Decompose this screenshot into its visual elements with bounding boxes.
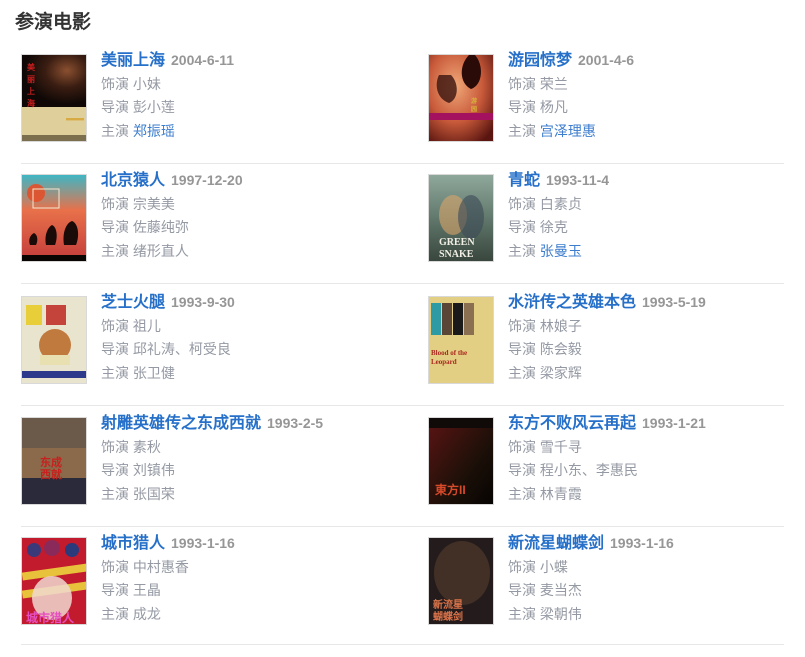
svg-text:美: 美: [27, 62, 36, 72]
svg-text:新流星: 新流星: [433, 598, 463, 611]
svg-text:东成: 东成: [40, 455, 62, 469]
svg-text:GREEN: GREEN: [439, 237, 475, 248]
svg-text:园: 园: [471, 105, 477, 113]
svg-text:東方II: 東方II: [435, 482, 466, 497]
svg-text:海: 海: [27, 98, 35, 108]
svg-text:Leopard: Leopard: [431, 358, 457, 366]
svg-text:Blood of the: Blood of the: [431, 349, 467, 357]
svg-text:丽: 丽: [27, 75, 35, 84]
svg-text:蝴蝶剑: 蝴蝶剑: [433, 610, 463, 623]
svg-text:城市猎人: 城市猎人: [26, 610, 75, 625]
svg-text:西就: 西就: [40, 467, 62, 481]
svg-text:游: 游: [471, 97, 477, 105]
svg-text:SNAKE: SNAKE: [439, 249, 474, 260]
svg-text:上: 上: [27, 86, 35, 96]
